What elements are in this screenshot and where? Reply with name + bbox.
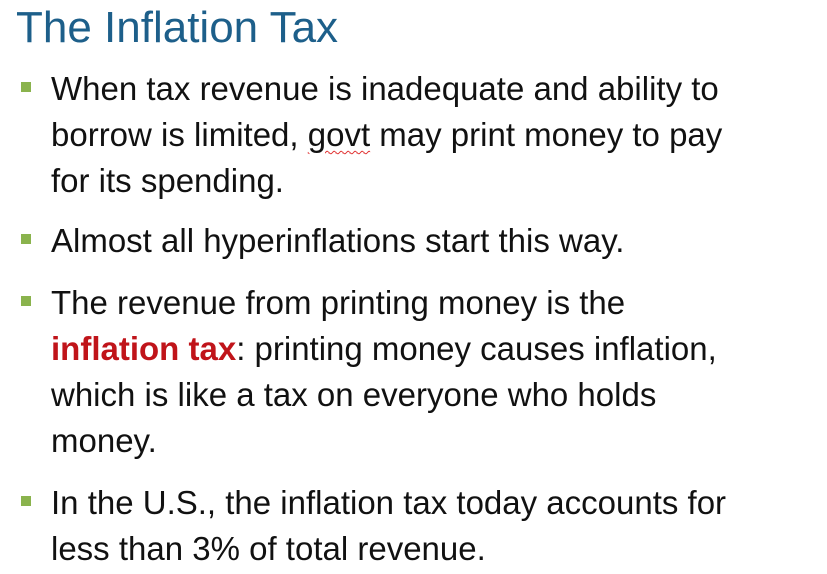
bullet-text: When tax revenue is inadequate and abili… bbox=[51, 66, 722, 204]
slide-title: The Inflation Tax bbox=[16, 3, 339, 52]
square-bullet-icon bbox=[21, 496, 31, 506]
square-bullet-icon bbox=[21, 82, 31, 92]
bullet-line: borrow is limited, govt may print money … bbox=[51, 112, 722, 158]
bullet-line: In the U.S., the inflation tax today acc… bbox=[51, 484, 727, 521]
bullet-line: which is like a tax on everyone who hold… bbox=[51, 376, 657, 413]
spellcheck-flagged-word: govt bbox=[307, 116, 371, 153]
bullet-line: money. bbox=[51, 422, 157, 459]
bullet-text: In the U.S., the inflation tax today acc… bbox=[51, 480, 726, 572]
bullet-line: less than 3% of total revenue. bbox=[51, 530, 486, 567]
bullet-line: Almost all hyperinflations start this wa… bbox=[51, 222, 625, 259]
bullet-text: The revenue from printing money is the i… bbox=[51, 280, 717, 464]
text-run: borrow is limited, bbox=[51, 116, 299, 153]
bullet-line: The revenue from printing money is the bbox=[51, 284, 626, 321]
bullet-line: for its spending. bbox=[51, 162, 284, 199]
square-bullet-icon bbox=[21, 234, 31, 244]
bullet-line: When tax revenue is inadequate and abili… bbox=[51, 70, 719, 107]
square-bullet-icon bbox=[21, 296, 31, 306]
bullet-text: Almost all hyperinflations start this wa… bbox=[51, 218, 624, 264]
emphasized-term: inflation tax bbox=[51, 330, 237, 367]
bullet-line: inflation tax: printing money causes inf… bbox=[51, 326, 717, 372]
text-run: may print money to pay bbox=[370, 116, 723, 153]
text-run: : printing money causes inflation, bbox=[236, 330, 717, 367]
